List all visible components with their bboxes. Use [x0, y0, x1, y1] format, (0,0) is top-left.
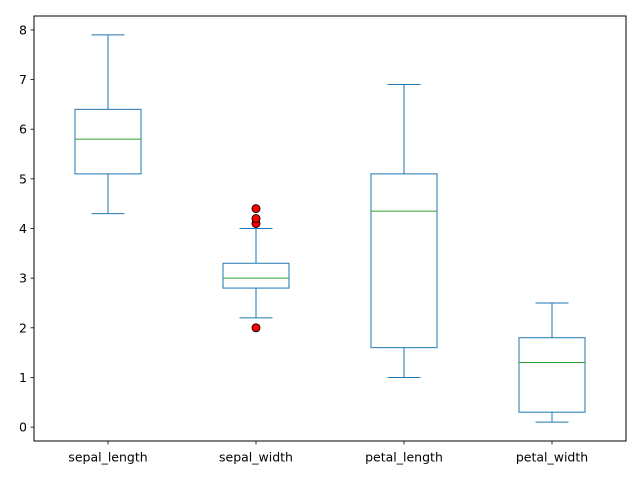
box-petal-length: [370, 84, 438, 378]
iqr-box: [74, 108, 142, 175]
y-tick-label: 2: [19, 320, 27, 335]
y-tick-label: 7: [19, 72, 27, 87]
y-tick-label: 4: [19, 221, 27, 236]
y-tick-label: 6: [19, 122, 27, 137]
x-tick-label: sepal_length: [68, 450, 147, 465]
box-sepal-width: [222, 204, 290, 333]
y-tick-label: 0: [19, 420, 27, 435]
x-axis: sepal_length sepal_width petal_length petal…: [68, 441, 588, 465]
y-tick-label: 5: [19, 171, 27, 186]
x-tick-label: petal_width: [516, 450, 588, 465]
y-tick-label: 1: [19, 370, 27, 385]
plot-area: [74, 34, 586, 423]
y-axis: 0 1 2 3 4 5 6 7 8: [19, 22, 34, 435]
iqr-box: [370, 173, 438, 349]
x-tick-label: sepal_width: [219, 450, 293, 465]
y-tick-label: 3: [19, 271, 27, 286]
x-tick-label: petal_length: [365, 450, 443, 465]
iqr-box: [222, 262, 290, 289]
box-sepal-length: [74, 34, 142, 215]
box-petal-width: [518, 302, 586, 423]
outlier-point: [251, 214, 261, 224]
outlier-point: [251, 323, 261, 333]
outlier-point: [251, 204, 261, 214]
iqr-box: [518, 337, 586, 413]
y-tick-label: 8: [19, 22, 27, 37]
